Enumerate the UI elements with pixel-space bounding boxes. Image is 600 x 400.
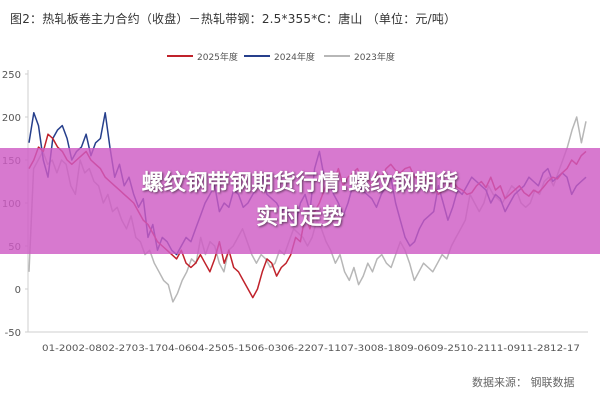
- y-tick-label: 200: [2, 113, 21, 124]
- y-tick-label: 0: [15, 285, 21, 296]
- x-tick-label: 06-03: [251, 344, 281, 354]
- headline-banner: 螺纹钢带钢期货行情:螺纹钢期货 实时走势: [0, 148, 600, 254]
- legend-label: 2025年度: [197, 51, 238, 63]
- x-tick-label: 07-11: [311, 344, 341, 354]
- y-tick-label: 250: [2, 70, 21, 81]
- legend-label: 2024年度: [274, 51, 315, 63]
- x-tick-label: 11-28: [520, 344, 550, 354]
- x-tick-label: 08-18: [371, 344, 401, 354]
- x-tick-label: 01-20: [42, 344, 72, 354]
- chart-title: 图2：热轧板卷主力合约（收盘）－热轧带钢：2.5*355*C：唐山 （单位：元/…: [10, 12, 457, 26]
- x-tick-label: 02-27: [102, 344, 132, 354]
- x-tick-label: 03-17: [132, 344, 162, 354]
- x-tick-label: 04-25: [191, 344, 221, 354]
- y-tick-label: -50: [5, 328, 21, 339]
- x-tick-label: 04-06: [162, 344, 192, 354]
- data-source: 数据来源： 钢联数据: [472, 376, 575, 389]
- x-tick-label: 07-30: [341, 344, 371, 354]
- x-tick-label: 06-22: [281, 344, 311, 354]
- x-tick-label: 09-06: [401, 344, 431, 354]
- x-tick-label: 09-25: [430, 344, 460, 354]
- x-axis: 01-20 02-08 02-27 03-17 04-06 04-25 05-15 06-03…: [28, 331, 588, 354]
- legend-label: 2023年度: [354, 51, 395, 63]
- x-tick-label: 12-17: [550, 344, 580, 354]
- x-tick-label: 11-09: [490, 344, 520, 354]
- banner-line-2: 实时走势: [255, 205, 344, 230]
- x-tick-label: 02-08: [72, 344, 102, 354]
- x-tick-label: 05-15: [221, 344, 251, 354]
- x-tick-label: 10-21: [460, 344, 490, 354]
- banner-line-1: 螺纹钢带钢期货行情:螺纹钢期货: [141, 171, 459, 196]
- chart-legend: 2025年度 2024年度 2023年度: [167, 51, 395, 63]
